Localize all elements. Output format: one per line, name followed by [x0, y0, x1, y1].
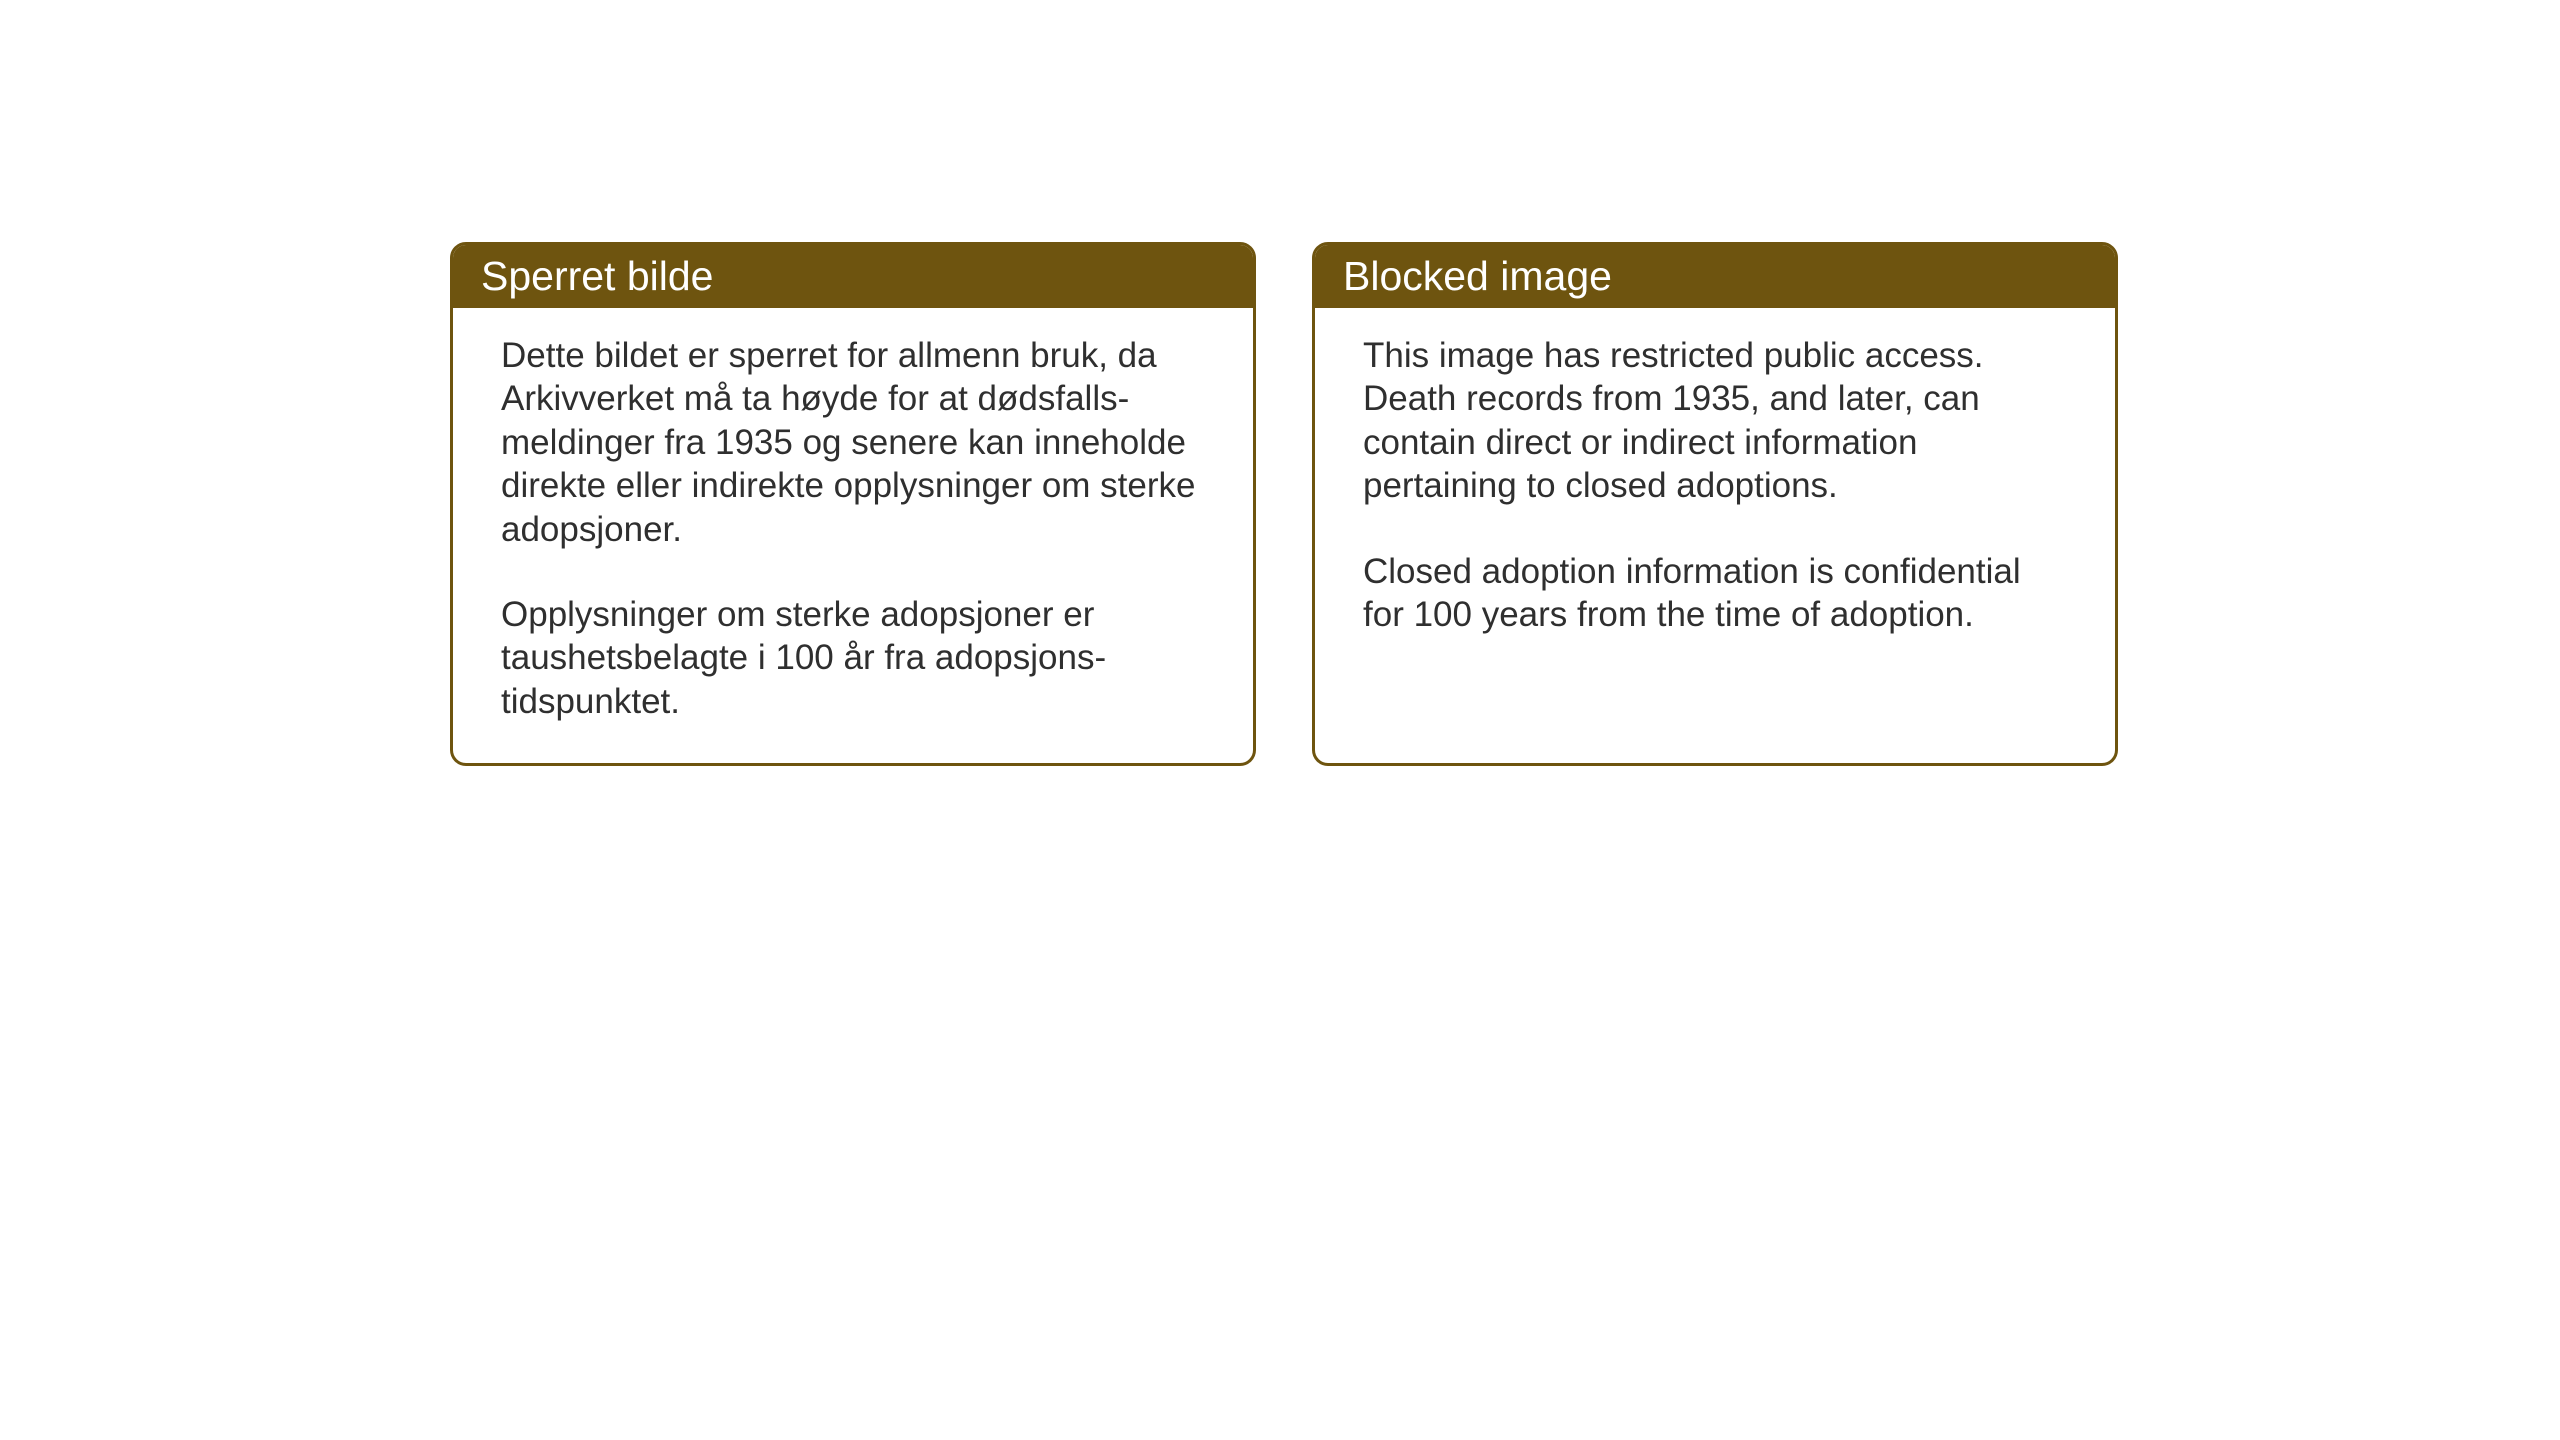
card-norwegian: Sperret bilde Dette bildet er sperret fo… — [450, 242, 1256, 766]
cards-container: Sperret bilde Dette bildet er sperret fo… — [450, 242, 2118, 766]
card-english-body: This image has restricted public access.… — [1315, 308, 2115, 676]
card-norwegian-header: Sperret bilde — [453, 245, 1253, 308]
card-norwegian-paragraph2: Opplysninger om sterke adopsjoner er tau… — [501, 593, 1205, 723]
card-norwegian-title: Sperret bilde — [481, 253, 713, 299]
card-norwegian-body: Dette bildet er sperret for allmenn bruk… — [453, 308, 1253, 763]
card-english-title: Blocked image — [1343, 253, 1612, 299]
card-english-header: Blocked image — [1315, 245, 2115, 308]
card-english: Blocked image This image has restricted … — [1312, 242, 2118, 766]
card-english-paragraph1: This image has restricted public access.… — [1363, 334, 2067, 508]
card-norwegian-paragraph1: Dette bildet er sperret for allmenn bruk… — [501, 334, 1205, 551]
card-english-paragraph2: Closed adoption information is confident… — [1363, 550, 2067, 637]
